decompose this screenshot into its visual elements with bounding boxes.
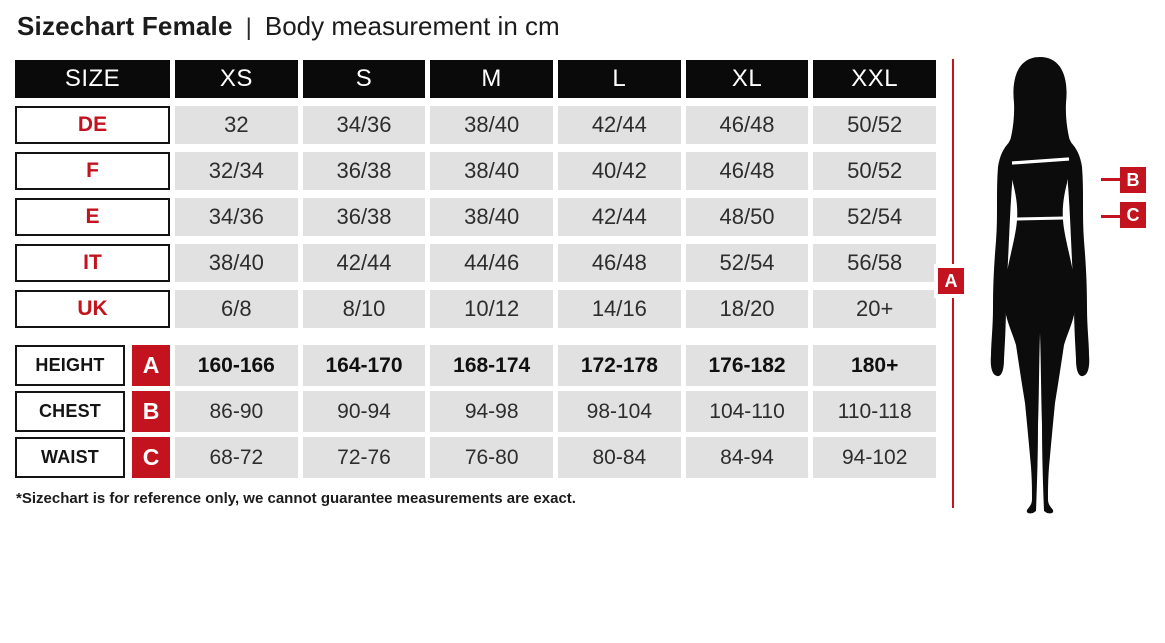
cell-de-s: 34/36 (302, 106, 426, 144)
cell-it-m: 44/46 (430, 244, 554, 282)
table-header-row: SIZE XS S M L XL XXL (15, 60, 937, 98)
cell-chest-l: 98-104 (558, 391, 681, 432)
page-title: Sizechart Female | Body measurement in c… (17, 11, 560, 42)
cell-waist-xs: 68-72 (175, 437, 298, 478)
figure-marker-a: A (938, 268, 964, 294)
row-label-e: E (15, 198, 170, 236)
column-header-xxl: XXL (813, 60, 937, 98)
cell-de-xl: 46/48 (685, 106, 809, 144)
table-row-de: DE 32 34/36 38/40 42/44 46/48 50/52 (15, 106, 937, 144)
cell-de-xxl: 50/52 (813, 106, 937, 144)
chest-label-group: CHEST B (15, 391, 170, 432)
cell-height-s: 164-170 (302, 345, 426, 386)
cell-waist-xl: 84-94 (685, 437, 809, 478)
cell-f-l: 40/42 (558, 152, 681, 190)
cell-height-xxl: 180+ (813, 345, 937, 386)
cell-chest-xxl: 110-118 (813, 391, 937, 432)
cell-e-m: 38/40 (430, 198, 554, 236)
cell-uk-xl: 18/20 (685, 290, 809, 328)
title-separator: | (245, 14, 252, 41)
row-label-f: F (15, 152, 170, 190)
cell-it-xxl: 56/58 (813, 244, 937, 282)
cell-e-s: 36/38 (302, 198, 426, 236)
column-header-l: L (558, 60, 681, 98)
waist-pointer-line (1101, 215, 1120, 218)
table-row-f: F 32/34 36/38 38/40 40/42 46/48 50/52 (15, 152, 937, 190)
cell-e-xl: 48/50 (685, 198, 809, 236)
cell-uk-xs: 6/8 (175, 290, 298, 328)
cell-uk-xxl: 20+ (813, 290, 937, 328)
cell-uk-l: 14/16 (558, 290, 681, 328)
table-row-uk: UK 6/8 8/10 10/12 14/16 18/20 20+ (15, 290, 937, 328)
cell-it-s: 42/44 (302, 244, 426, 282)
cell-waist-xxl: 94-102 (813, 437, 937, 478)
cell-chest-xs: 86-90 (175, 391, 298, 432)
cell-f-xs: 32/34 (175, 152, 298, 190)
row-label-waist: WAIST (15, 437, 125, 478)
figure-marker-b: B (1120, 167, 1146, 193)
table-row-waist: WAIST C 68-72 72-76 76-80 80-84 84-94 94… (15, 437, 937, 478)
cell-it-l: 46/48 (558, 244, 681, 282)
table-row-it: IT 38/40 42/44 44/46 46/48 52/54 56/58 (15, 244, 937, 282)
row-label-it: IT (15, 244, 170, 282)
cell-height-m: 168-174 (430, 345, 554, 386)
cell-it-xl: 52/54 (685, 244, 809, 282)
cell-f-xl: 46/48 (685, 152, 809, 190)
row-label-de: DE (15, 106, 170, 144)
cell-chest-m: 94-98 (430, 391, 554, 432)
cell-uk-m: 10/12 (430, 290, 554, 328)
cell-de-m: 38/40 (430, 106, 554, 144)
cell-chest-xl: 104-110 (685, 391, 809, 432)
cell-f-s: 36/38 (302, 152, 426, 190)
row-label-chest: CHEST (15, 391, 125, 432)
cell-e-xxl: 52/54 (813, 198, 937, 236)
chest-pointer-line (1101, 178, 1120, 181)
cell-it-xs: 38/40 (175, 244, 298, 282)
marker-badge-b: B (132, 391, 170, 432)
cell-height-l: 172-178 (558, 345, 681, 386)
table-row-chest: CHEST B 86-90 90-94 94-98 98-104 104-110… (15, 391, 937, 432)
height-label-group: HEIGHT A (15, 345, 170, 386)
title-main: Sizechart Female (17, 11, 233, 41)
cell-waist-m: 76-80 (430, 437, 554, 478)
cell-f-m: 38/40 (430, 152, 554, 190)
marker-badge-a: A (132, 345, 170, 386)
cell-height-xl: 176-182 (685, 345, 809, 386)
cell-uk-s: 8/10 (302, 290, 426, 328)
cell-e-l: 42/44 (558, 198, 681, 236)
cell-chest-s: 90-94 (302, 391, 426, 432)
sizechart-table: SIZE XS S M L XL XXL DE 32 34/36 38/40 4… (15, 60, 937, 483)
column-header-m: M (430, 60, 554, 98)
cell-e-xs: 34/36 (175, 198, 298, 236)
table-row-height: HEIGHT A 160-166 164-170 168-174 172-178… (15, 345, 937, 386)
cell-de-xs: 32 (175, 106, 298, 144)
cell-height-xs: 160-166 (175, 345, 298, 386)
row-label-uk: UK (15, 290, 170, 328)
column-header-s: S (302, 60, 426, 98)
size-header-cell: SIZE (15, 60, 170, 98)
cell-waist-s: 72-76 (302, 437, 426, 478)
body-figure-panel: A B C (935, 50, 1163, 530)
waist-label-group: WAIST C (15, 437, 170, 478)
female-silhouette-icon (990, 57, 1090, 514)
cell-f-xxl: 50/52 (813, 152, 937, 190)
table-row-e: E 34/36 36/38 38/40 42/44 48/50 52/54 (15, 198, 937, 236)
figure-marker-c: C (1120, 202, 1146, 228)
column-header-xs: XS (175, 60, 298, 98)
title-subtitle: Body measurement in cm (264, 11, 560, 41)
marker-badge-c: C (132, 437, 170, 478)
column-header-xl: XL (685, 60, 809, 98)
row-label-height: HEIGHT (15, 345, 125, 386)
cell-de-l: 42/44 (558, 106, 681, 144)
cell-waist-l: 80-84 (558, 437, 681, 478)
disclaimer-text: *Sizechart is for reference only, we can… (16, 490, 576, 507)
